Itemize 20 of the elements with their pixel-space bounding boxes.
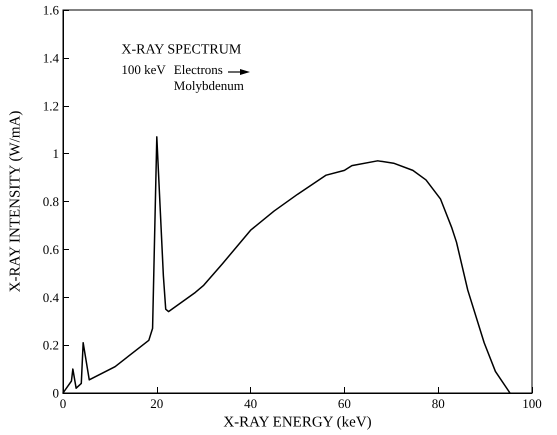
x-axis-title: X-RAY ENERGY (keV) <box>223 414 372 430</box>
x-tick-label: 100 <box>522 396 542 411</box>
annotation: Electrons <box>174 62 223 77</box>
annotation: 100 keV <box>121 62 166 77</box>
x-tick-label: 80 <box>432 396 445 411</box>
y-tick-label: 0.6 <box>42 242 60 257</box>
x-tick-label: 60 <box>338 396 351 411</box>
y-tick-label: 1.2 <box>42 98 59 114</box>
y-axis-title: X-RAY INTENSITY (W/mA) <box>8 110 24 292</box>
x-tick-label: 20 <box>150 396 164 411</box>
annotation: Molybdenum <box>174 78 244 93</box>
y-tick-label: 1.4 <box>42 50 60 66</box>
y-tick-label: 0.4 <box>42 290 60 305</box>
y-tick-label: 0 <box>52 386 59 400</box>
annotation: X-RAY SPECTRUM <box>121 42 242 58</box>
x-tick-label: 40 <box>244 396 258 411</box>
y-tick-label: 0.2 <box>42 338 59 353</box>
y-tick-label: 1 <box>52 146 59 162</box>
y-tick-label: 0.8 <box>42 194 59 209</box>
y-tick-label: 1.6 <box>42 2 60 18</box>
